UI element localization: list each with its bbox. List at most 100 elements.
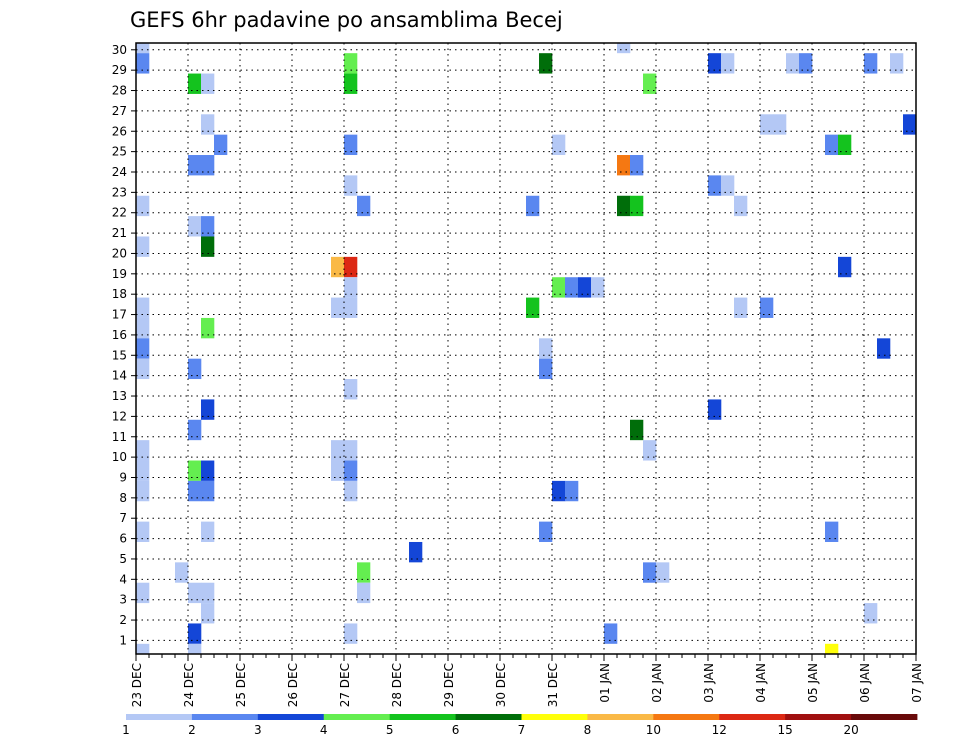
x-tick-label: 04 JAN: [754, 663, 768, 703]
y-tick-label: 25: [112, 145, 127, 159]
y-tick-label: 19: [112, 267, 127, 281]
colorbar-label: 5: [386, 723, 394, 737]
y-tick-label: 7: [119, 511, 127, 525]
colorbar-label: 10: [646, 723, 661, 737]
precip-cell: [786, 53, 800, 74]
precip-cell: [201, 460, 215, 481]
precip-cell: [617, 155, 631, 176]
colorbar-swatch: [455, 714, 522, 720]
precip-cell: [552, 134, 566, 156]
chart-title: GEFS 6hr padavine po ansamblima Becej: [130, 8, 563, 32]
colorbar-swatch: [191, 714, 259, 720]
y-tick-label: 20: [112, 246, 127, 260]
precip-cell: [539, 521, 553, 542]
precip-cell: [617, 43, 631, 54]
y-tick-label: 13: [112, 389, 127, 403]
precip-cell: [136, 643, 150, 654]
x-tick-label: 25 DEC: [234, 663, 248, 707]
precip-cell: [201, 317, 215, 339]
precip-cell: [344, 53, 358, 74]
y-tick-label: 3: [119, 593, 127, 607]
y-tick-label: 5: [119, 552, 127, 566]
y-tick-label: 16: [112, 328, 127, 342]
precip-cell: [331, 256, 345, 278]
y-tick-label: 12: [112, 409, 127, 423]
precip-cell: [136, 440, 150, 461]
x-tick-label: 06 JAN: [858, 663, 872, 703]
precip-cell: [201, 582, 215, 604]
precip-cell: [708, 53, 722, 74]
x-tick-label: 30 DEC: [494, 663, 508, 707]
precip-cell: [201, 399, 215, 420]
x-tick-label: 05 JAN: [806, 663, 820, 703]
colorbar: 1 2 3 4 5 6 7 8 10 12 15 20: [122, 714, 918, 737]
precip-cell: [760, 297, 774, 318]
precip-cell: [617, 195, 631, 217]
precip-cell: [136, 236, 150, 257]
precip-cell: [656, 562, 670, 583]
precip-cell: [344, 379, 358, 400]
precip-cell: [136, 358, 150, 380]
precip-cell: [734, 297, 748, 318]
y-tick-label: 9: [119, 470, 127, 484]
precip-cell: [539, 358, 553, 380]
plot-frame: [135, 42, 917, 655]
precip-cell: [708, 399, 722, 420]
precip-cell: [565, 480, 579, 502]
precip-cell: [877, 338, 891, 359]
colorbar-swatch: [719, 714, 786, 720]
y-tick-label: 26: [112, 124, 127, 138]
colorbar-label: 3: [254, 723, 262, 737]
precip-cell: [643, 562, 657, 583]
precip-cell: [630, 419, 644, 441]
precip-cell: [539, 53, 553, 74]
precip-cell: [201, 480, 215, 502]
x-tick-label: 26 DEC: [286, 663, 300, 707]
y-tick-label: 14: [112, 369, 127, 383]
y-tick-label: 23: [112, 185, 127, 199]
precip-cell: [526, 297, 540, 318]
precip-cell: [344, 480, 358, 502]
precip-cell: [344, 73, 358, 94]
y-tick-label: 4: [119, 572, 127, 586]
precip-cell: [136, 521, 150, 542]
precip-cell: [552, 480, 566, 502]
x-tick-label: 27 DEC: [338, 663, 352, 707]
colorbar-label: 1: [122, 723, 130, 737]
precip-cell: [344, 623, 358, 644]
colorbar-swatch: [653, 714, 720, 720]
precip-cell: [760, 114, 774, 135]
precip-cell: [344, 134, 358, 156]
precip-cell: [188, 155, 202, 176]
precip-cell: [799, 53, 813, 74]
y-tick-label: 21: [112, 226, 127, 240]
x-tick-label: 28 DEC: [390, 663, 404, 707]
precip-cell: [136, 43, 150, 54]
precip-cell: [604, 623, 618, 644]
precip-cell: [409, 541, 423, 563]
precip-cell: [136, 53, 150, 74]
colorbar-swatch: [257, 714, 325, 720]
x-axis: 23 DEC 24 DEC 25 DEC 26 DEC 27 DEC 28 DEC 29 D…: [130, 654, 924, 707]
y-tick-label: 29: [112, 63, 127, 77]
y-tick-label: 24: [112, 165, 127, 179]
precip-cell: [331, 440, 345, 461]
precip-cell: [175, 562, 189, 583]
y-axis: 1234567891011121314151617181920212223242…: [112, 43, 136, 647]
precip-cell: [188, 623, 202, 644]
precip-cell: [591, 277, 605, 298]
x-tick-label: 31 DEC: [546, 663, 560, 707]
colorbar-label: 12: [712, 723, 727, 737]
precip-cell: [565, 277, 579, 298]
colorbar-label: 6: [452, 723, 460, 737]
precip-cell: [890, 53, 904, 74]
precip-cell: [864, 53, 878, 74]
precip-cell: [838, 134, 852, 156]
precip-cell: [201, 603, 215, 624]
colorbar-label: 15: [778, 723, 793, 737]
colorbar-label: 4: [320, 723, 328, 737]
precip-cell: [201, 216, 215, 237]
precip-cell: [630, 155, 644, 176]
colorbar-label: 2: [188, 723, 196, 737]
